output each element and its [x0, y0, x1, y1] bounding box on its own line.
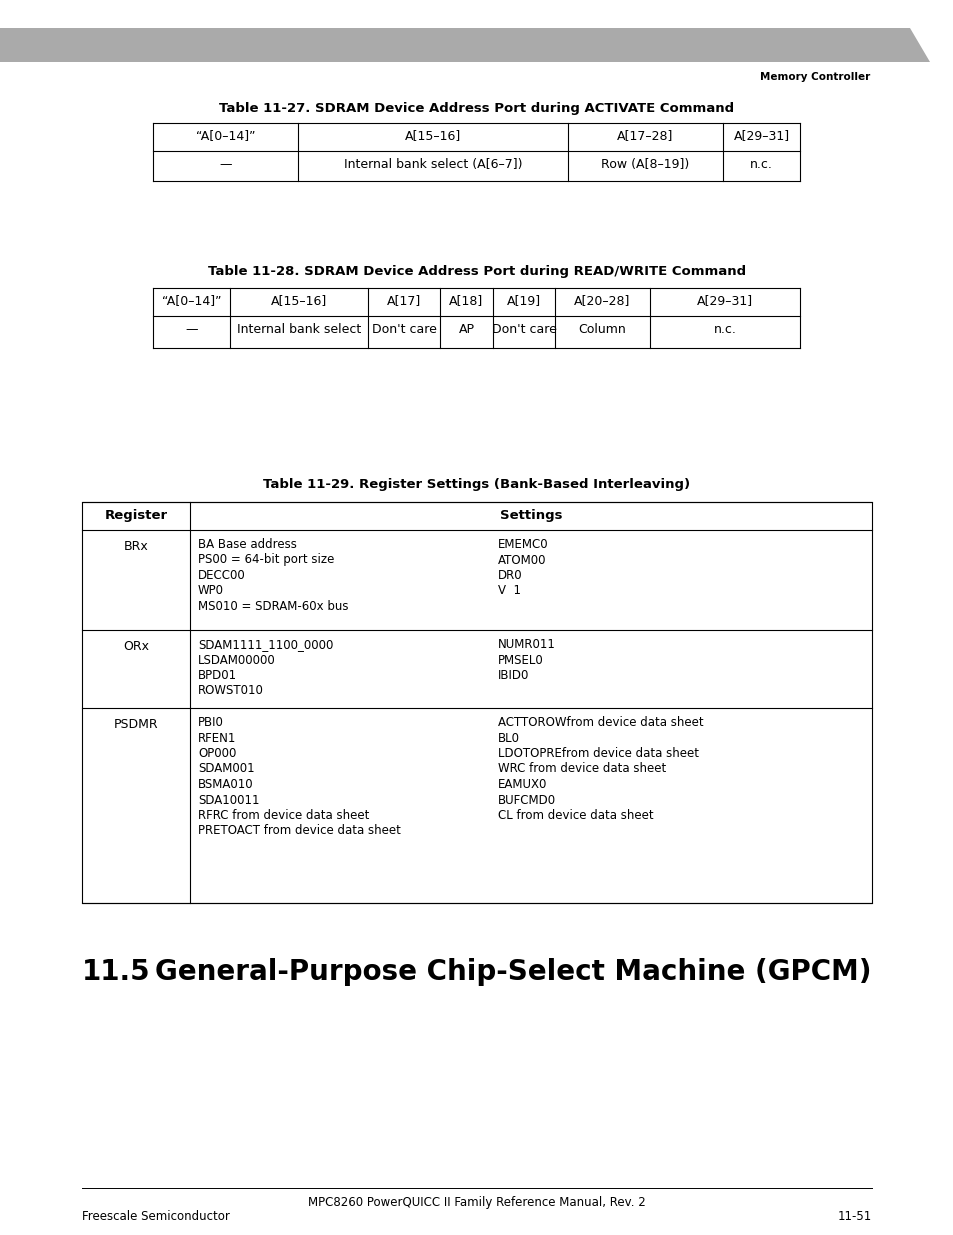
Text: Internal bank select: Internal bank select — [236, 324, 361, 336]
Text: 11-51: 11-51 — [837, 1210, 871, 1223]
Text: RFRC from device data sheet: RFRC from device data sheet — [198, 809, 369, 823]
Text: n.c.: n.c. — [713, 324, 736, 336]
Text: RFEN1: RFEN1 — [198, 731, 236, 745]
Text: A[15–16]: A[15–16] — [271, 294, 327, 308]
Text: Settings: Settings — [499, 509, 561, 522]
Text: ACTTOROWfrom device data sheet: ACTTOROWfrom device data sheet — [497, 716, 703, 729]
Text: AP: AP — [458, 324, 474, 336]
Text: Register: Register — [104, 509, 168, 522]
Polygon shape — [0, 28, 929, 62]
Text: Don't care: Don't care — [371, 324, 436, 336]
Text: NUMR011: NUMR011 — [497, 638, 556, 651]
Text: SDAM001: SDAM001 — [198, 762, 254, 776]
Text: SDAM1111_1100_0000: SDAM1111_1100_0000 — [198, 638, 333, 651]
Text: LDOTOPREfrom device data sheet: LDOTOPREfrom device data sheet — [497, 747, 699, 760]
Text: A[17–28]: A[17–28] — [617, 128, 673, 142]
Text: Internal bank select (A[6–7]): Internal bank select (A[6–7]) — [343, 158, 521, 170]
Text: “A[0–14]”: “A[0–14]” — [195, 128, 255, 142]
Text: A[18]: A[18] — [449, 294, 483, 308]
Text: MPC8260 PowerQUICC II Family Reference Manual, Rev. 2: MPC8260 PowerQUICC II Family Reference M… — [308, 1195, 645, 1209]
Text: EAMUX0: EAMUX0 — [497, 778, 547, 790]
Bar — [82, 501, 871, 903]
Text: ORx: ORx — [123, 640, 149, 653]
Text: DR0: DR0 — [497, 569, 522, 582]
Text: —: — — [219, 158, 232, 170]
Text: BUFCMD0: BUFCMD0 — [497, 794, 556, 806]
Text: —: — — [185, 324, 197, 336]
Text: IBID0: IBID0 — [497, 669, 529, 682]
Text: Table 11-27. SDRAM Device Address Port during ACTIVATE Command: Table 11-27. SDRAM Device Address Port d… — [219, 103, 734, 115]
Text: BSMA010: BSMA010 — [198, 778, 253, 790]
Text: PS00 = 64-bit port size: PS00 = 64-bit port size — [198, 553, 334, 567]
Text: Table 11-29. Register Settings (Bank-Based Interleaving): Table 11-29. Register Settings (Bank-Bas… — [263, 478, 690, 492]
Text: A[20–28]: A[20–28] — [574, 294, 630, 308]
Text: Row (A[8–19]): Row (A[8–19]) — [600, 158, 689, 170]
Text: General-Purpose Chip-Select Machine (GPCM): General-Purpose Chip-Select Machine (GPC… — [154, 958, 871, 986]
Text: WP0: WP0 — [198, 584, 224, 598]
Text: n.c.: n.c. — [749, 158, 772, 170]
Text: Table 11-28. SDRAM Device Address Port during READ/WRITE Command: Table 11-28. SDRAM Device Address Port d… — [208, 266, 745, 278]
Text: SDA10011: SDA10011 — [198, 794, 259, 806]
Text: A[29–31]: A[29–31] — [697, 294, 752, 308]
Text: PRETOACT from device data sheet: PRETOACT from device data sheet — [198, 825, 400, 837]
Text: BL0: BL0 — [497, 731, 519, 745]
Text: LSDAM00000: LSDAM00000 — [198, 653, 275, 667]
Text: BPD01: BPD01 — [198, 669, 237, 682]
Text: Freescale Semiconductor: Freescale Semiconductor — [82, 1210, 230, 1223]
Text: CL from device data sheet: CL from device data sheet — [497, 809, 653, 823]
Text: 11.5: 11.5 — [82, 958, 151, 986]
Text: MS010 = SDRAM-60x bus: MS010 = SDRAM-60x bus — [198, 600, 348, 613]
Text: “A[0–14]”: “A[0–14]” — [162, 294, 221, 308]
Text: BA Base address: BA Base address — [198, 538, 296, 551]
Text: A[19]: A[19] — [506, 294, 540, 308]
Text: Don't care: Don't care — [491, 324, 556, 336]
Text: BRx: BRx — [124, 540, 149, 553]
Text: A[17]: A[17] — [387, 294, 420, 308]
Text: ATOM00: ATOM00 — [497, 553, 546, 567]
Text: OP000: OP000 — [198, 747, 236, 760]
Text: EMEMC0: EMEMC0 — [497, 538, 548, 551]
Text: PSDMR: PSDMR — [113, 718, 158, 731]
Text: DECC00: DECC00 — [198, 569, 246, 582]
Text: PMSEL0: PMSEL0 — [497, 653, 543, 667]
Text: ROWST010: ROWST010 — [198, 684, 264, 698]
Text: PBI0: PBI0 — [198, 716, 224, 729]
Text: WRC from device data sheet: WRC from device data sheet — [497, 762, 665, 776]
Text: Memory Controller: Memory Controller — [759, 72, 869, 82]
Text: A[29–31]: A[29–31] — [733, 128, 789, 142]
Text: V  1: V 1 — [497, 584, 520, 598]
Text: Column: Column — [578, 324, 626, 336]
Text: A[15–16]: A[15–16] — [404, 128, 460, 142]
